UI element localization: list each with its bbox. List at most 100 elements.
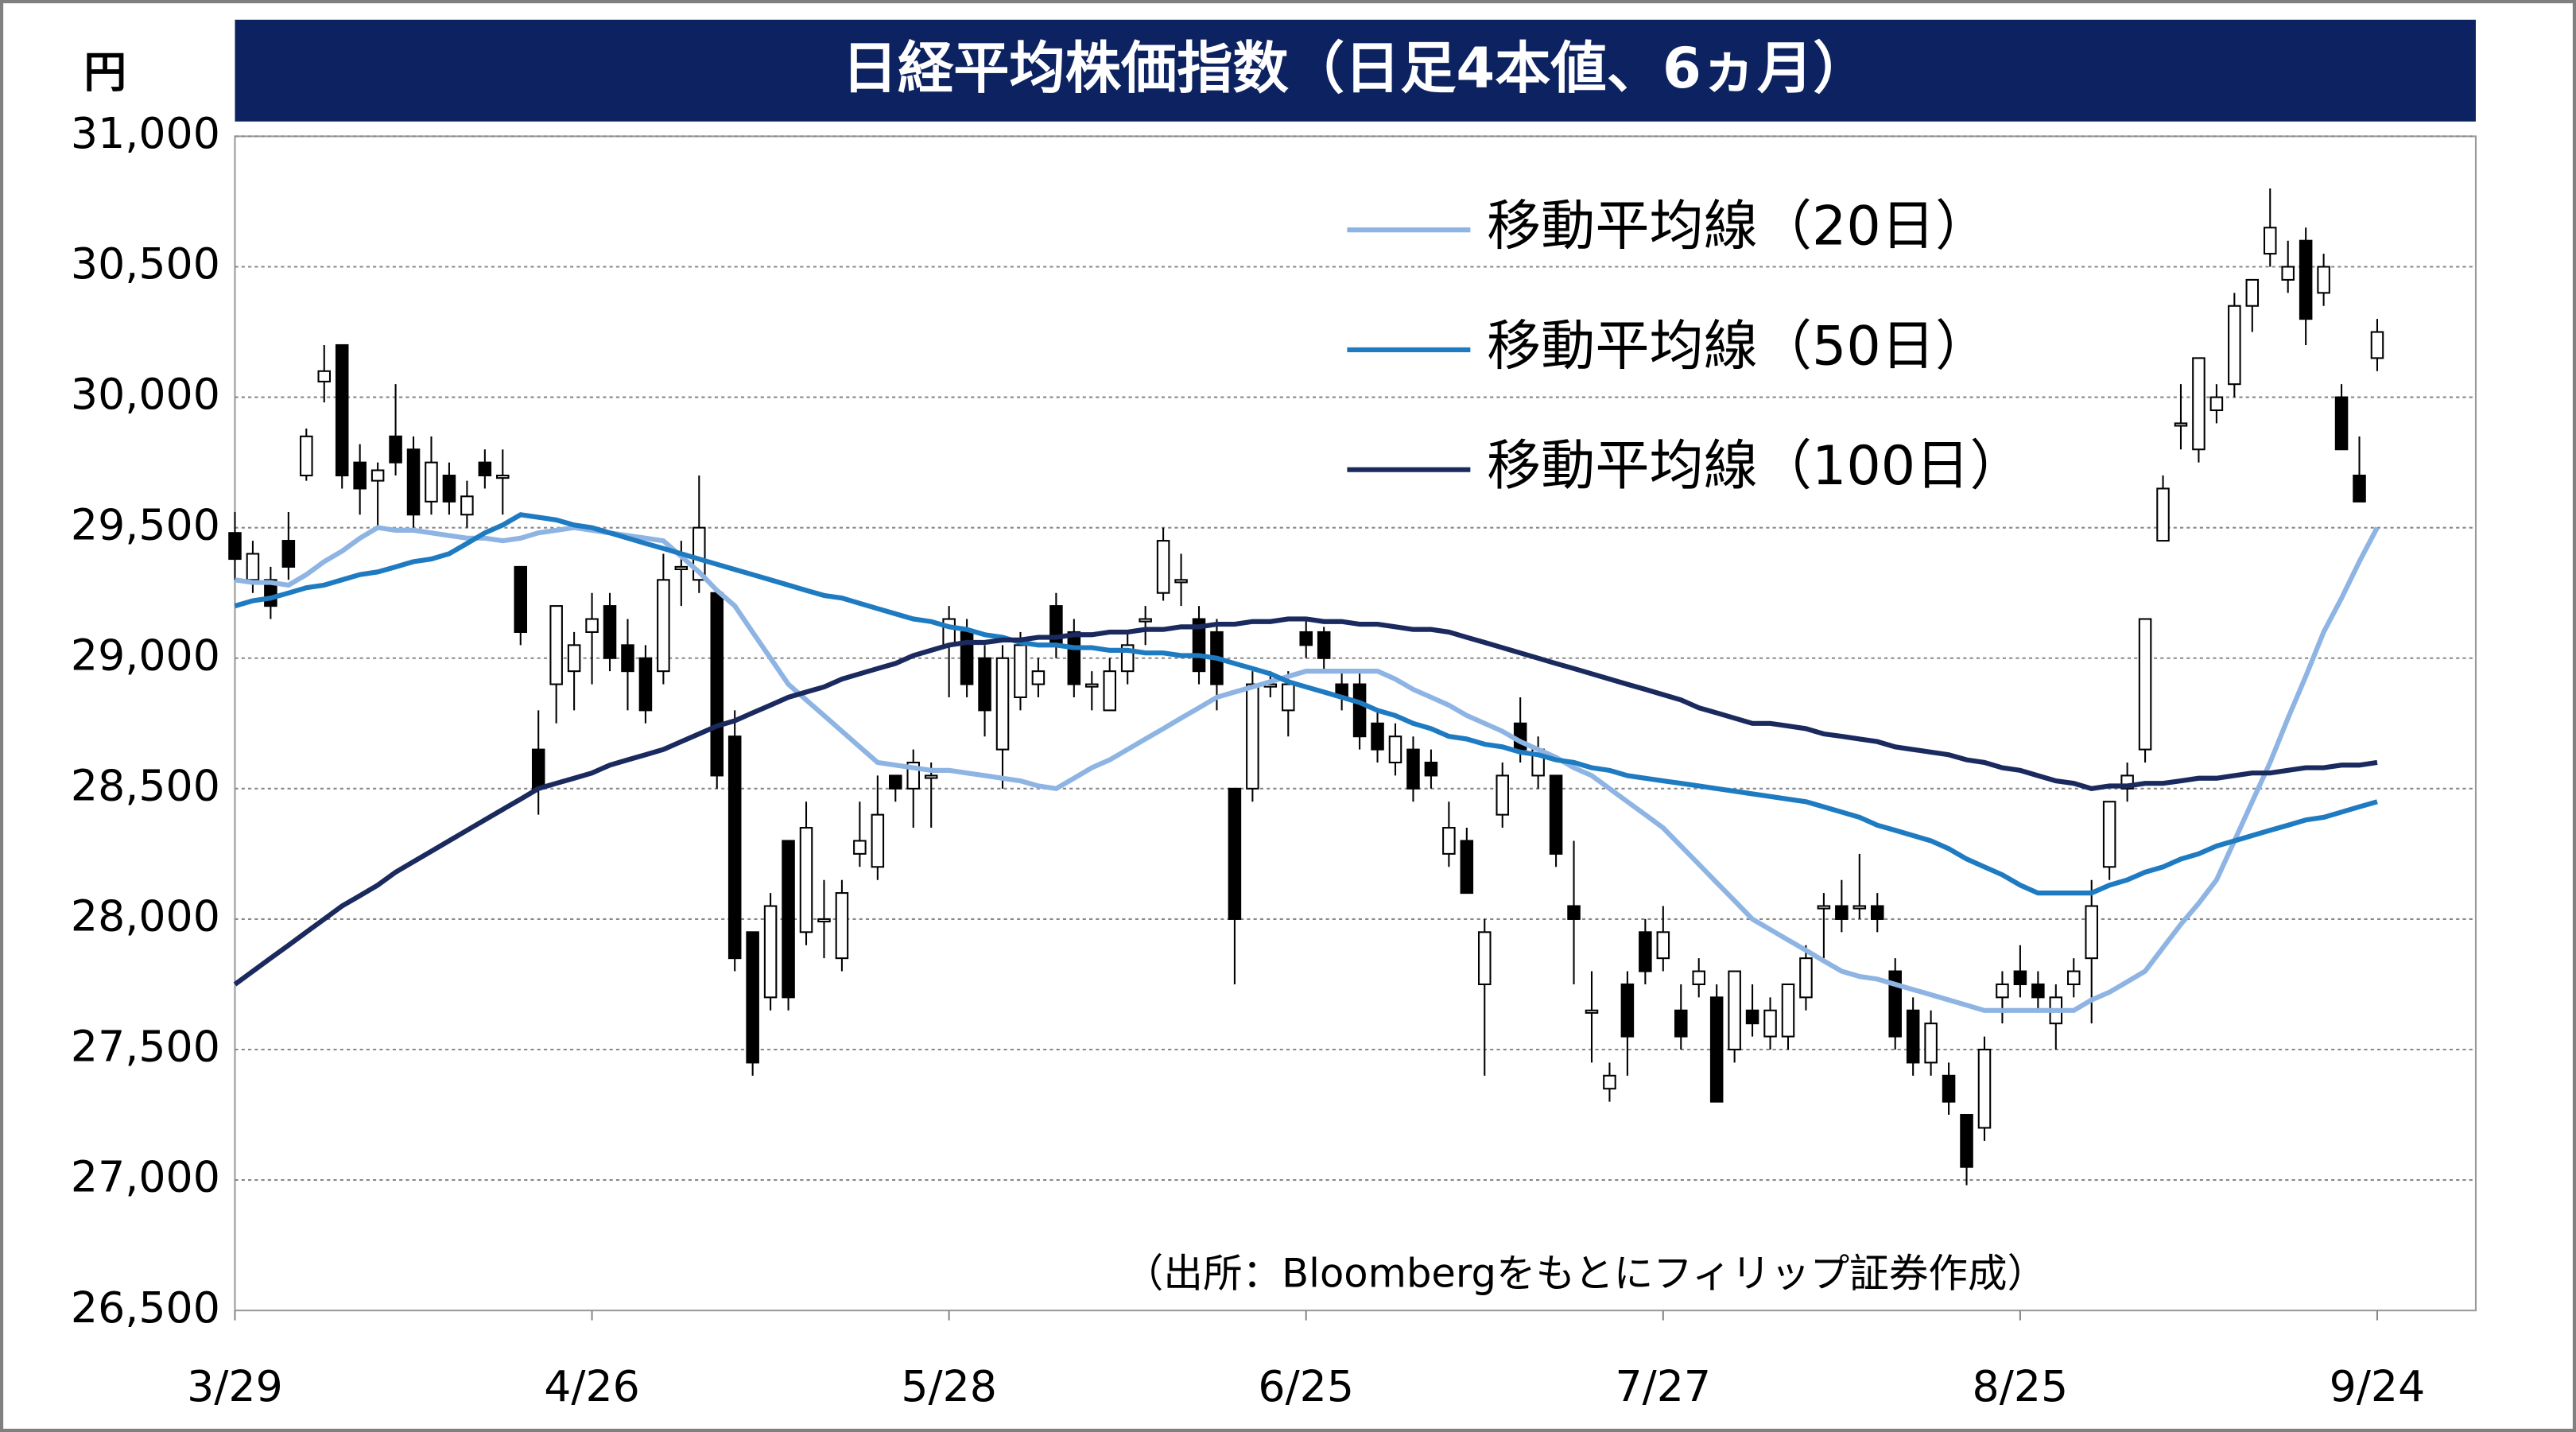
candle-body — [1603, 1074, 1616, 1090]
candle-body — [2174, 422, 2188, 427]
candle-body — [2228, 305, 2241, 386]
candle-body — [1906, 1009, 1920, 1064]
y-tick-label: 28,500 — [71, 760, 220, 810]
candle-body — [442, 475, 456, 503]
candle-body — [1549, 774, 1563, 855]
candle-body — [2334, 396, 2349, 451]
candle-body — [1817, 905, 1831, 910]
candle-body — [1656, 931, 1670, 960]
candle-body — [1835, 905, 1849, 920]
candle-body — [1460, 840, 1474, 895]
candle-body — [1299, 631, 1313, 646]
candle-body — [853, 840, 867, 855]
candle-body — [1085, 683, 1099, 688]
candle-body — [1567, 905, 1581, 920]
candle-body — [621, 644, 634, 673]
candle-body — [228, 532, 242, 561]
candle-body — [638, 657, 653, 712]
candle-body — [2370, 331, 2384, 359]
source-note: （出所：Bloombergをもとにフィリップ証券作成） — [1124, 1250, 2046, 1296]
candle-body — [1870, 905, 1884, 920]
candle-body — [389, 435, 402, 464]
y-tick-label: 27,500 — [71, 1022, 220, 1072]
candle-body — [1942, 1074, 1956, 1103]
candle-body — [460, 495, 474, 516]
candle-body — [942, 618, 956, 646]
candle-body — [1442, 827, 1456, 855]
candle-body — [1139, 618, 1152, 623]
candle-body — [1639, 931, 1652, 972]
candle-body — [496, 475, 510, 479]
title-bar — [235, 19, 2476, 122]
x-tick-label: 6/25 — [1258, 1361, 1354, 1411]
moving-average-line — [235, 525, 2380, 1013]
candle-body — [799, 827, 813, 933]
chart-title: 日経平均株価指数（日足4本値、6ヵ月） — [842, 36, 1869, 101]
candle-body — [2299, 239, 2313, 320]
candle-body — [1977, 1048, 1992, 1129]
candle-body — [300, 435, 313, 477]
candle-body — [335, 343, 349, 477]
candle-body — [924, 774, 938, 779]
candle-body — [317, 370, 332, 382]
candle-body — [1478, 931, 1492, 985]
candle-body — [514, 565, 528, 633]
candle-body — [353, 461, 367, 490]
candle-body — [585, 618, 599, 633]
candle-body — [960, 631, 974, 685]
candle-body — [1674, 1009, 1688, 1038]
y-axis-unit: 円 — [83, 48, 126, 98]
candle-body — [246, 553, 260, 581]
candle-body — [710, 592, 724, 777]
y-tick-label: 31,000 — [71, 108, 220, 158]
candle-body — [995, 657, 1010, 751]
candle-body — [1728, 970, 1741, 1051]
candle-body — [746, 931, 759, 1064]
candle-body — [1763, 1009, 1777, 1038]
candle-body — [1709, 996, 1724, 1103]
candle-body — [2192, 357, 2206, 451]
candle-body — [1156, 540, 1170, 594]
candle-body — [1960, 1114, 1973, 1168]
candle-body — [1424, 761, 1438, 777]
candle-body — [2263, 227, 2277, 255]
y-tick-label: 30,500 — [71, 239, 220, 289]
candle-body — [1067, 631, 1081, 685]
candle-body — [1496, 774, 1509, 816]
candle-body — [1781, 983, 1795, 1038]
candle-body — [1031, 670, 1046, 685]
candle-body — [1388, 735, 1402, 764]
candle-body — [281, 540, 296, 568]
candle-body — [1406, 748, 1420, 790]
candle-body — [2209, 396, 2224, 412]
candle-body — [2013, 970, 2027, 985]
candle-body — [1585, 1009, 1599, 1014]
candle-body — [1174, 579, 1188, 584]
x-tick-label: 8/25 — [1973, 1361, 2069, 1411]
x-tick-label: 5/28 — [901, 1361, 997, 1411]
x-tick-label: 7/27 — [1615, 1361, 1711, 1411]
candle-body — [1799, 957, 1813, 999]
candle-body — [1228, 787, 1242, 920]
candle-body — [549, 605, 563, 685]
y-tick-label: 27,000 — [71, 1152, 220, 1202]
candle-body — [817, 918, 831, 923]
candle-body — [871, 813, 885, 868]
candle-body — [2245, 278, 2260, 307]
candle-body — [1996, 983, 2009, 999]
candle-body — [531, 748, 545, 790]
candle-body — [425, 461, 438, 503]
candle-body — [2102, 801, 2116, 868]
legend-label: 移動平均線（20日） — [1487, 196, 1989, 258]
candle-body — [727, 735, 742, 960]
x-tick-label: 4/26 — [544, 1361, 640, 1411]
candle-body — [2085, 905, 2098, 960]
candle-body — [1745, 1009, 1759, 1025]
legend-label: 移動平均線（50日） — [1487, 315, 1989, 378]
candle-body — [763, 905, 778, 999]
candle-body — [657, 579, 670, 673]
candle-body — [1371, 722, 1384, 751]
candle-body — [2317, 266, 2330, 294]
candle-body — [2156, 487, 2170, 542]
